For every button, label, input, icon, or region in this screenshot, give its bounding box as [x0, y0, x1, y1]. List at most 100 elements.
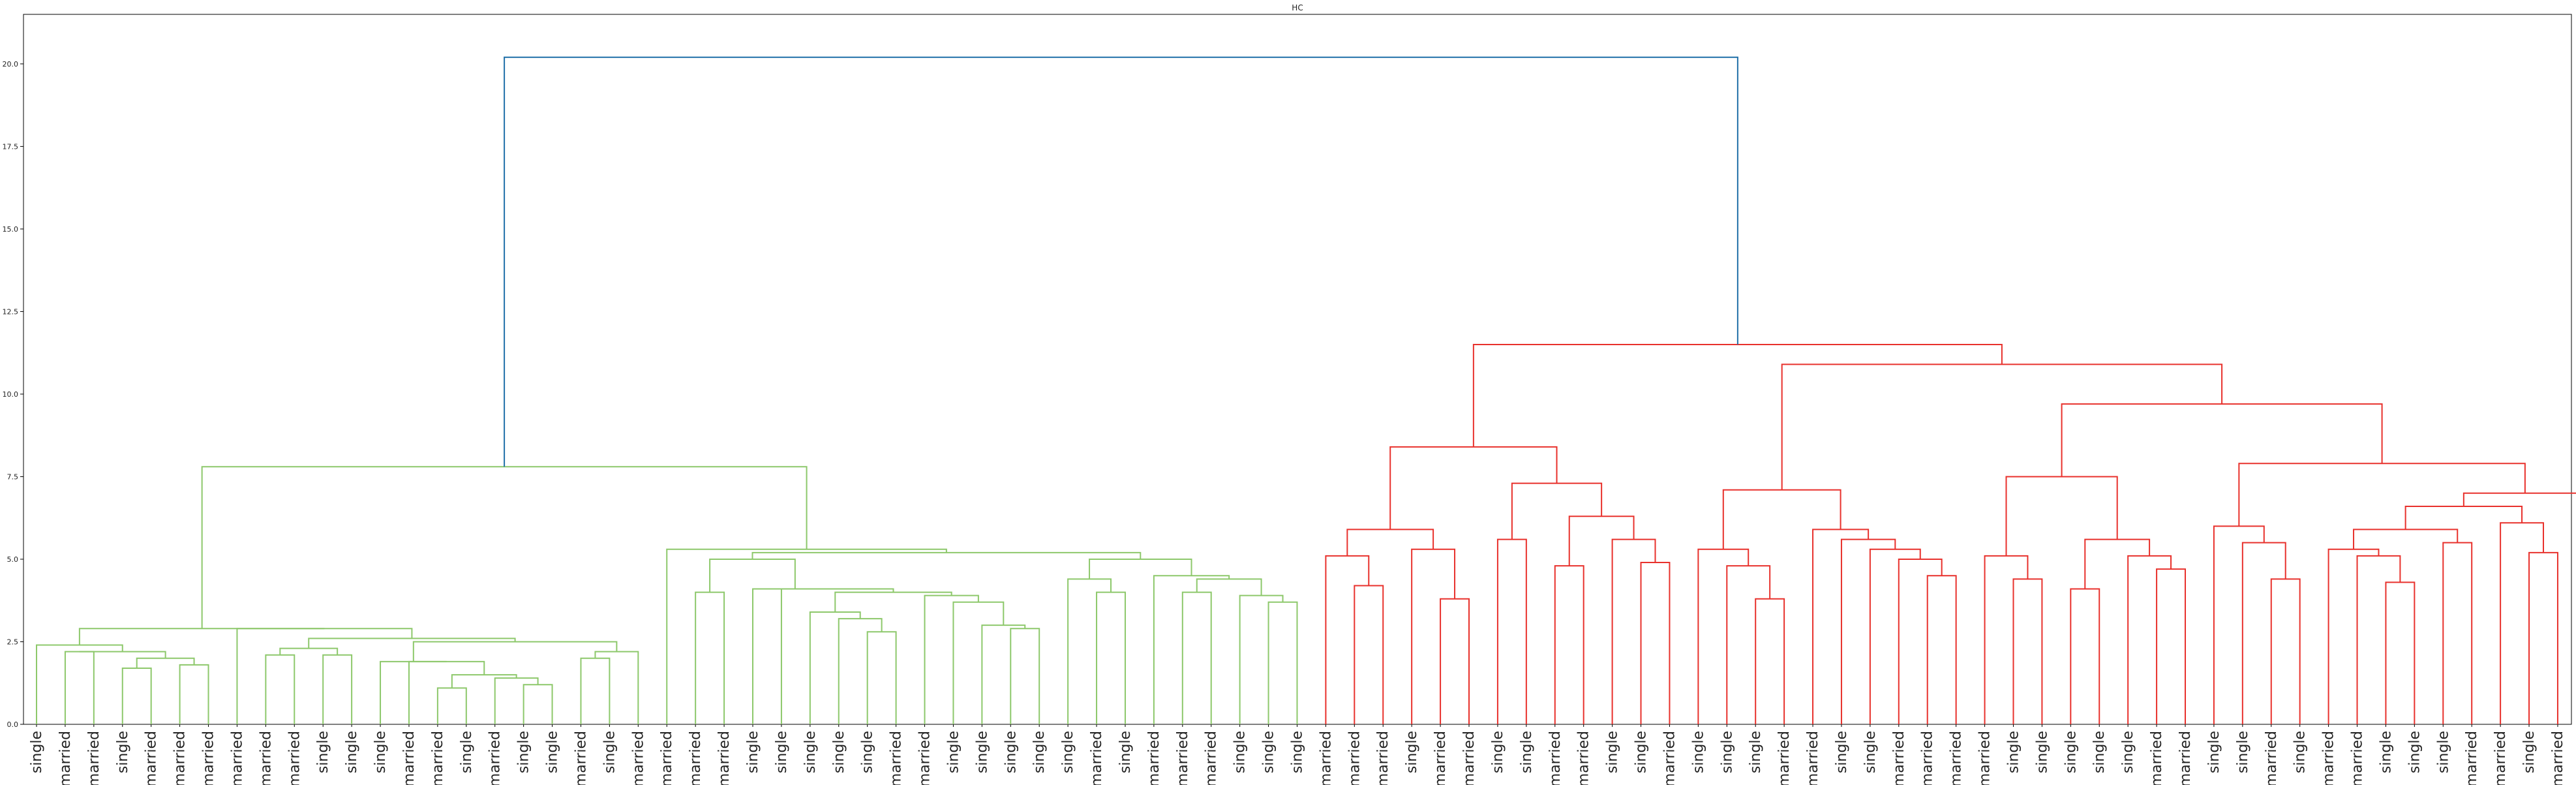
- leaf-label: single: [974, 731, 990, 773]
- dendrogram-link: [201, 466, 808, 629]
- dendrogram-link: [1568, 516, 1635, 566]
- dendrogram-link: [1096, 591, 1126, 724]
- dendrogram-link: [2070, 588, 2100, 724]
- y-tick-label: 2.5: [7, 638, 19, 646]
- dendrogram-link: [308, 638, 516, 649]
- leaf-label: single: [1117, 731, 1134, 773]
- dendrogram-link: [504, 56, 1738, 467]
- dendrogram-link: [523, 684, 553, 724]
- y-tick-label: 10.0: [3, 390, 19, 399]
- dendrogram-link: [1267, 601, 1298, 724]
- leaf-label: single: [2435, 731, 2451, 773]
- leaf-label: single: [315, 731, 331, 773]
- dendrogram-link: [594, 651, 639, 724]
- leaf-label: married: [1204, 731, 1220, 785]
- dendrogram-link: [866, 631, 897, 724]
- dendrogram-link: [1781, 363, 2223, 490]
- dendrogram-link: [1611, 538, 1656, 724]
- y-tick-label: 5.0: [7, 555, 19, 564]
- leaf-label: married: [2464, 731, 2480, 785]
- dendrogram-link: [136, 657, 195, 668]
- leaf-label: single: [1519, 731, 1535, 773]
- dendrogram-link: [36, 644, 123, 724]
- dendrogram-link: [64, 651, 95, 724]
- leaf-label: single: [459, 731, 475, 773]
- dendrogram-link: [780, 588, 894, 724]
- leaf-label: married: [1891, 731, 1907, 785]
- dendrogram-link: [1239, 594, 1284, 724]
- leaf-label: married: [1547, 731, 1564, 785]
- leaf-label: married: [286, 731, 303, 785]
- leaf-label: single: [2521, 731, 2538, 773]
- dendrogram-link: [451, 674, 517, 688]
- leaf-label: single: [115, 731, 131, 773]
- leaf-label: single: [2235, 731, 2251, 773]
- leaf-label: single: [774, 731, 790, 773]
- dendrogram-link: [1812, 529, 1870, 724]
- leaf-label: single: [1834, 731, 1850, 773]
- leaf-label: married: [430, 731, 446, 785]
- leaf-label: single: [2406, 731, 2423, 773]
- dendrogram-link: [809, 611, 861, 724]
- leaf-label: single: [1633, 731, 1650, 773]
- leaf-label: single: [601, 731, 618, 773]
- dendrogram-link: [838, 618, 883, 724]
- y-tick-label: 15.0: [3, 225, 19, 234]
- leaf-label: single: [1490, 731, 1506, 773]
- leaf-label: single: [2292, 731, 2309, 773]
- dendrogram-link: [1153, 575, 1230, 724]
- leaf-label: single: [1289, 731, 1305, 773]
- leaf-label: married: [888, 731, 905, 785]
- dendrogram-link: [1511, 482, 1603, 540]
- leaf-label: single: [1690, 731, 1706, 773]
- leaf-label: married: [1146, 731, 1162, 785]
- leaf-label: single: [831, 731, 847, 773]
- dendrogram-link: [1755, 598, 1785, 724]
- leaf-label: single: [372, 731, 389, 773]
- leaf-label: single: [1031, 731, 1048, 773]
- dendrogram-link: [1089, 558, 1192, 579]
- dendrogram-link: [436, 687, 467, 724]
- leaf-label: married: [2493, 731, 2509, 785]
- leaf-label: married: [1375, 731, 1391, 785]
- leaf-label: married: [1805, 731, 1821, 785]
- dendrogram-link: [695, 591, 725, 724]
- leaf-label: married: [1346, 731, 1363, 785]
- leaf-label: married: [1977, 731, 1993, 785]
- dendrogram-link: [1726, 565, 1771, 724]
- dendrogram-link: [1898, 558, 1943, 724]
- dendrogram-link: [322, 654, 353, 724]
- dendrogram-link: [1869, 548, 1921, 724]
- leaf-label: married: [1175, 731, 1191, 785]
- dendrogram-link: [2462, 492, 2576, 507]
- leaf-label: single: [1404, 731, 1420, 773]
- leaf-label: married: [1776, 731, 1793, 785]
- leaf-label: married: [1461, 731, 1477, 785]
- dendrogram-link: [2241, 542, 2286, 724]
- leaf-label: single: [2005, 731, 2022, 773]
- chart-title: HC: [1292, 3, 1303, 12]
- dendrogram-link: [666, 548, 947, 724]
- dendrogram-link: [1325, 555, 1370, 724]
- leaf-label: married: [630, 731, 646, 785]
- dendrogram-link: [1472, 344, 2003, 447]
- leaf-label: married: [917, 731, 933, 785]
- leaf-label: single: [1719, 731, 1735, 773]
- dendrogram-link: [2061, 403, 2383, 477]
- leaf-label: married: [2149, 731, 2165, 785]
- leaf-label: single: [1261, 731, 1277, 773]
- dendrogram-link: [1640, 562, 1671, 724]
- dendrogram-link: [279, 647, 339, 655]
- leaf-label: married: [57, 731, 74, 785]
- dendrogram-link: [1389, 446, 1558, 530]
- dendrogram-link: [1926, 575, 1957, 724]
- leaf-label: single: [1003, 731, 1019, 773]
- dendrogram-link: [1554, 565, 1584, 724]
- leaf-label: single: [1862, 731, 1879, 773]
- dendrogram-link: [1411, 548, 1456, 724]
- dendrogram-link: [2012, 578, 2043, 724]
- leaf-label: single: [1605, 731, 1621, 773]
- dendrogram-link: [2270, 578, 2301, 724]
- leaf-label: married: [2350, 731, 2366, 785]
